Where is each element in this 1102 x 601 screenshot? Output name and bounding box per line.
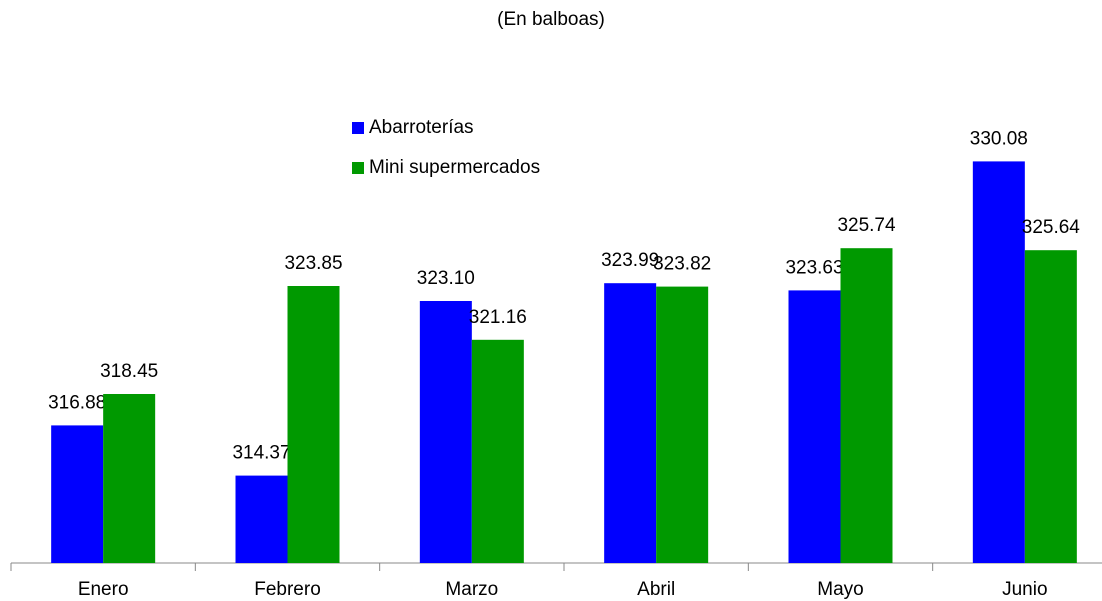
x-tick-label: Junio — [1002, 579, 1047, 600]
x-tick-label: Enero — [78, 579, 129, 600]
x-tick-label: Febrero — [254, 579, 321, 600]
data-label: 323.10 — [417, 268, 475, 289]
bar — [840, 248, 893, 563]
data-label: 314.37 — [232, 443, 290, 464]
bar — [604, 283, 657, 563]
bar — [471, 339, 524, 563]
bar — [419, 301, 472, 563]
bar — [656, 286, 709, 563]
legend-label: Abarroterías — [369, 117, 474, 138]
bar — [287, 286, 340, 563]
data-label: 323.82 — [653, 254, 711, 275]
bar — [51, 425, 104, 563]
x-tick-label: Marzo — [445, 579, 498, 600]
bar — [235, 475, 288, 563]
data-label: 325.74 — [837, 215, 896, 236]
bar — [103, 394, 156, 563]
legend-label: Mini supermercados — [369, 157, 540, 178]
data-label: 330.08 — [970, 128, 1028, 149]
data-label: 316.88 — [48, 392, 106, 413]
data-label: 318.45 — [100, 361, 158, 382]
legend-swatch — [352, 122, 364, 134]
data-label: 321.16 — [469, 307, 527, 328]
x-tick-label: Mayo — [817, 579, 863, 600]
data-label: 323.99 — [601, 250, 659, 271]
data-label: 325.64 — [1022, 217, 1081, 238]
x-tick-label: Abril — [637, 579, 675, 600]
data-label: 323.63 — [785, 257, 843, 278]
data-label: 323.85 — [284, 253, 342, 274]
bar — [1024, 250, 1077, 563]
bar — [788, 290, 841, 563]
bar — [972, 161, 1025, 563]
legend-swatch — [352, 162, 364, 174]
chart-subtitle: (En balboas) — [497, 9, 605, 30]
